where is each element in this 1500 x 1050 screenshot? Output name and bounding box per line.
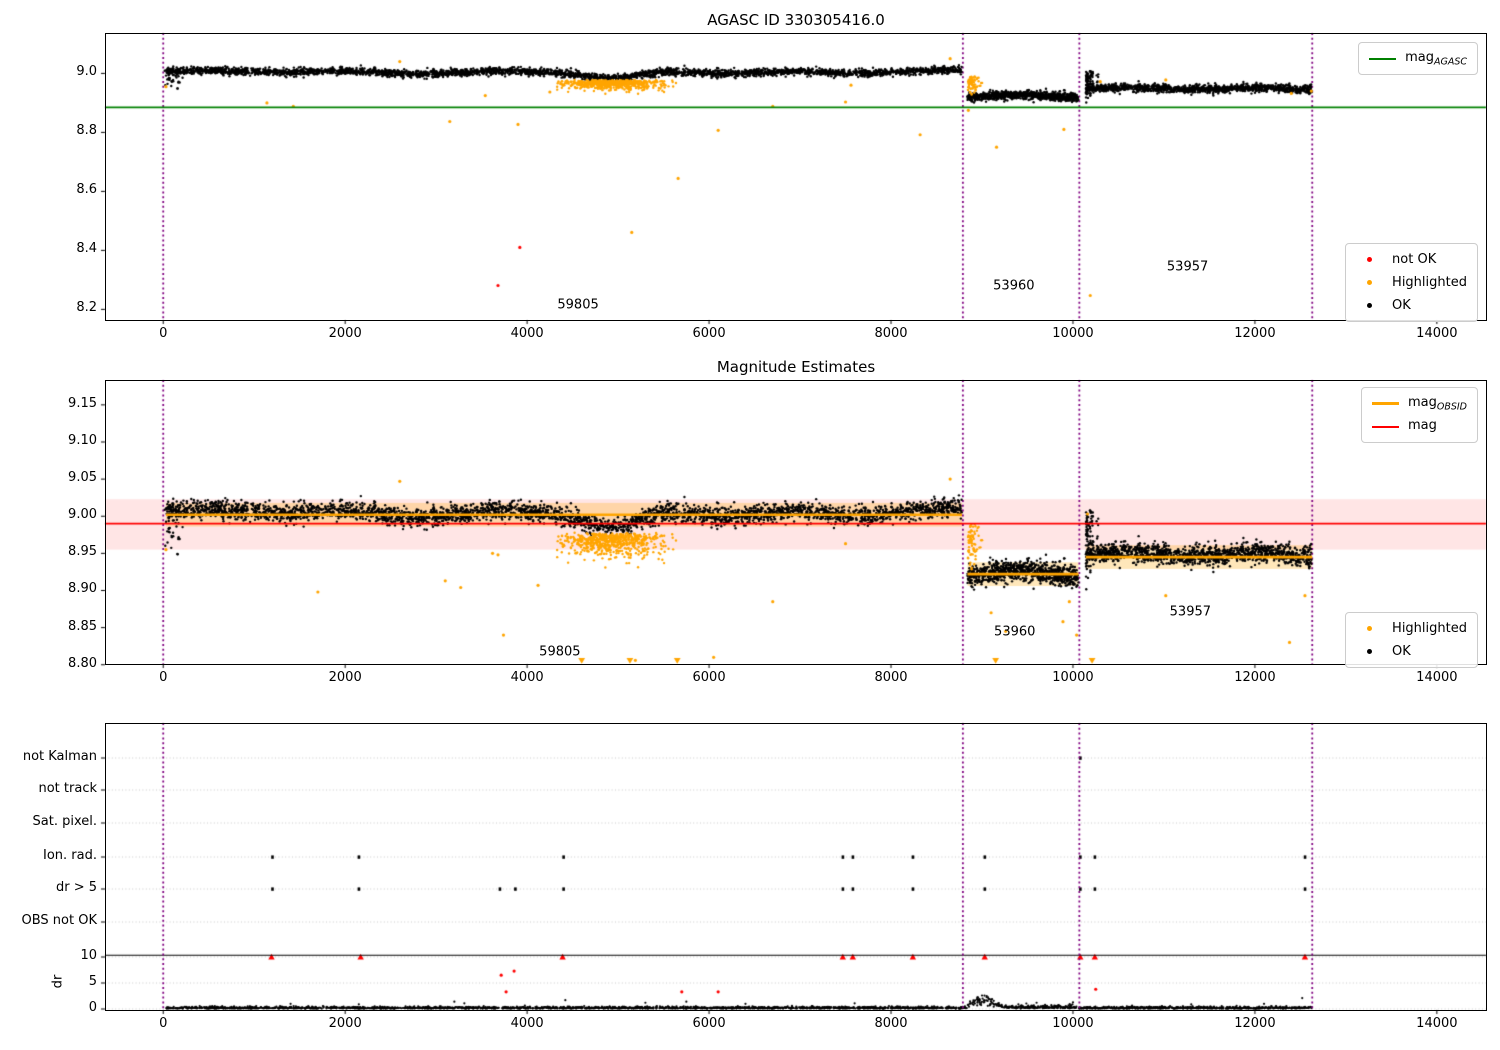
y-tick-label: 8.4	[76, 241, 97, 257]
x-tick-label: 4000	[510, 670, 544, 685]
legend-point-status: not OK Highlighted OK	[1345, 243, 1478, 322]
y-tick-label: 8.95	[68, 544, 97, 560]
y-tick-label: 9.00	[68, 507, 97, 523]
highlighted-dot-swatch	[1356, 280, 1383, 285]
flag-row-label: not Kalman	[22, 749, 97, 764]
x-tick-label: 0	[159, 670, 168, 685]
x-tick-label: 14000	[1416, 1016, 1458, 1031]
flag-row-label: dr > 5	[55, 880, 97, 895]
flag-row-label: Ion. rad.	[43, 848, 97, 863]
ok-dot-swatch-2	[1356, 649, 1383, 654]
dr-tick-label: 10	[80, 948, 97, 963]
x-tick-label: 10000	[1052, 670, 1094, 685]
legend-label-not-ok: not OK	[1392, 252, 1437, 267]
not-ok-dot-swatch	[1356, 257, 1383, 262]
legend-entry-not-ok: not OK	[1356, 248, 1467, 271]
mag-obsid-line-swatch	[1371, 402, 1399, 405]
legend-entry-ok: OK	[1356, 294, 1467, 317]
x-tick-label: 6000	[692, 670, 726, 685]
y-tick-label: 8.2	[76, 300, 97, 316]
x-tick-label: 2000	[328, 326, 362, 341]
y-tick-label: 8.90	[68, 581, 97, 597]
obsid-annotation: 59805	[539, 644, 581, 660]
y-tick-label: 8.85	[68, 618, 97, 634]
y-tick-label: 8.6	[76, 182, 97, 198]
obsid-annotation: 53957	[1166, 259, 1209, 275]
x-tick-label: 12000	[1234, 670, 1276, 685]
highlighted-dot-swatch-2	[1356, 626, 1383, 631]
mag-line-swatch	[1371, 425, 1399, 428]
legend-label-highlighted-2: Highlighted	[1392, 621, 1467, 636]
y-tick-label: 9.10	[68, 432, 97, 448]
dr-axis-label: dr	[50, 974, 66, 989]
ok-dot-swatch	[1356, 303, 1383, 308]
x-tick-label: 12000	[1234, 1016, 1276, 1031]
flag-row-label: OBS not OK	[21, 913, 98, 928]
legend-label-ok: OK	[1392, 298, 1411, 313]
x-tick-label: 0	[159, 1016, 168, 1031]
obsid-annotation: 53960	[994, 624, 1036, 640]
obsid-annotation: 53960	[993, 278, 1035, 294]
chart-title-agasc-id: AGASC ID 330305416.0	[707, 11, 885, 29]
flag-row-label: not track	[38, 781, 97, 796]
legend-label-highlighted: Highlighted	[1392, 275, 1467, 290]
y-tick-label: 9.05	[68, 470, 97, 486]
y-tick-label: 9.0	[76, 64, 97, 80]
legend-label-mag: mag	[1407, 417, 1437, 433]
legend-mag-lines: magOBSID mag	[1360, 387, 1478, 443]
x-tick-label: 2000	[328, 1016, 362, 1031]
x-tick-label: 8000	[874, 1016, 908, 1031]
x-tick-label: 6000	[692, 1016, 726, 1031]
x-tick-label: 2000	[328, 670, 362, 685]
obsid-annotation: 53957	[1169, 604, 1212, 620]
legend-point-status-estimates: Highlighted OK	[1345, 612, 1478, 668]
mag-agasc-line-swatch	[1369, 57, 1397, 60]
legend-entry-mag: mag	[1371, 415, 1467, 438]
axes-magnitude-overview	[105, 33, 1487, 321]
x-tick-label: 6000	[692, 326, 726, 341]
legend-entry-highlighted: Highlighted	[1356, 271, 1467, 294]
axes-flags-dr	[105, 723, 1487, 1011]
x-tick-label: 10000	[1052, 326, 1094, 341]
legend-entry-mag-obsid: magOBSID	[1371, 392, 1467, 415]
chart-title-magnitude-estimates: Magnitude Estimates	[716, 358, 876, 376]
x-tick-label: 4000	[510, 1016, 544, 1031]
axes-magnitude-estimates	[105, 380, 1487, 665]
x-tick-label: 0	[159, 326, 168, 341]
legend-label-ok-2: OK	[1392, 644, 1411, 659]
flag-row-label: Sat. pixel.	[32, 814, 97, 829]
x-tick-label: 12000	[1234, 326, 1276, 341]
x-tick-label: 10000	[1052, 1016, 1094, 1031]
x-tick-label: 8000	[874, 670, 908, 685]
x-tick-label: 14000	[1416, 326, 1458, 341]
x-tick-label: 4000	[510, 326, 544, 341]
y-tick-label: 8.8	[76, 123, 97, 139]
legend-entry-ok-2: OK	[1356, 640, 1467, 663]
legend-label-mag-agasc: magAGASC	[1405, 49, 1467, 68]
legend-entry-mag-agasc: magAGASC	[1369, 47, 1467, 70]
x-tick-label: 14000	[1416, 670, 1458, 685]
x-tick-label: 8000	[874, 326, 908, 341]
legend-label-mag-obsid: magOBSID	[1407, 394, 1467, 413]
obsid-annotation: 59805	[557, 297, 599, 313]
legend-entry-highlighted-2: Highlighted	[1356, 617, 1467, 640]
y-tick-label: 9.15	[68, 395, 97, 411]
y-tick-label: 8.80	[68, 655, 97, 671]
legend-mag-agasc: magAGASC	[1358, 42, 1478, 75]
dr-tick-label: 5	[88, 974, 97, 989]
dr-tick-label: 0	[88, 1000, 97, 1015]
